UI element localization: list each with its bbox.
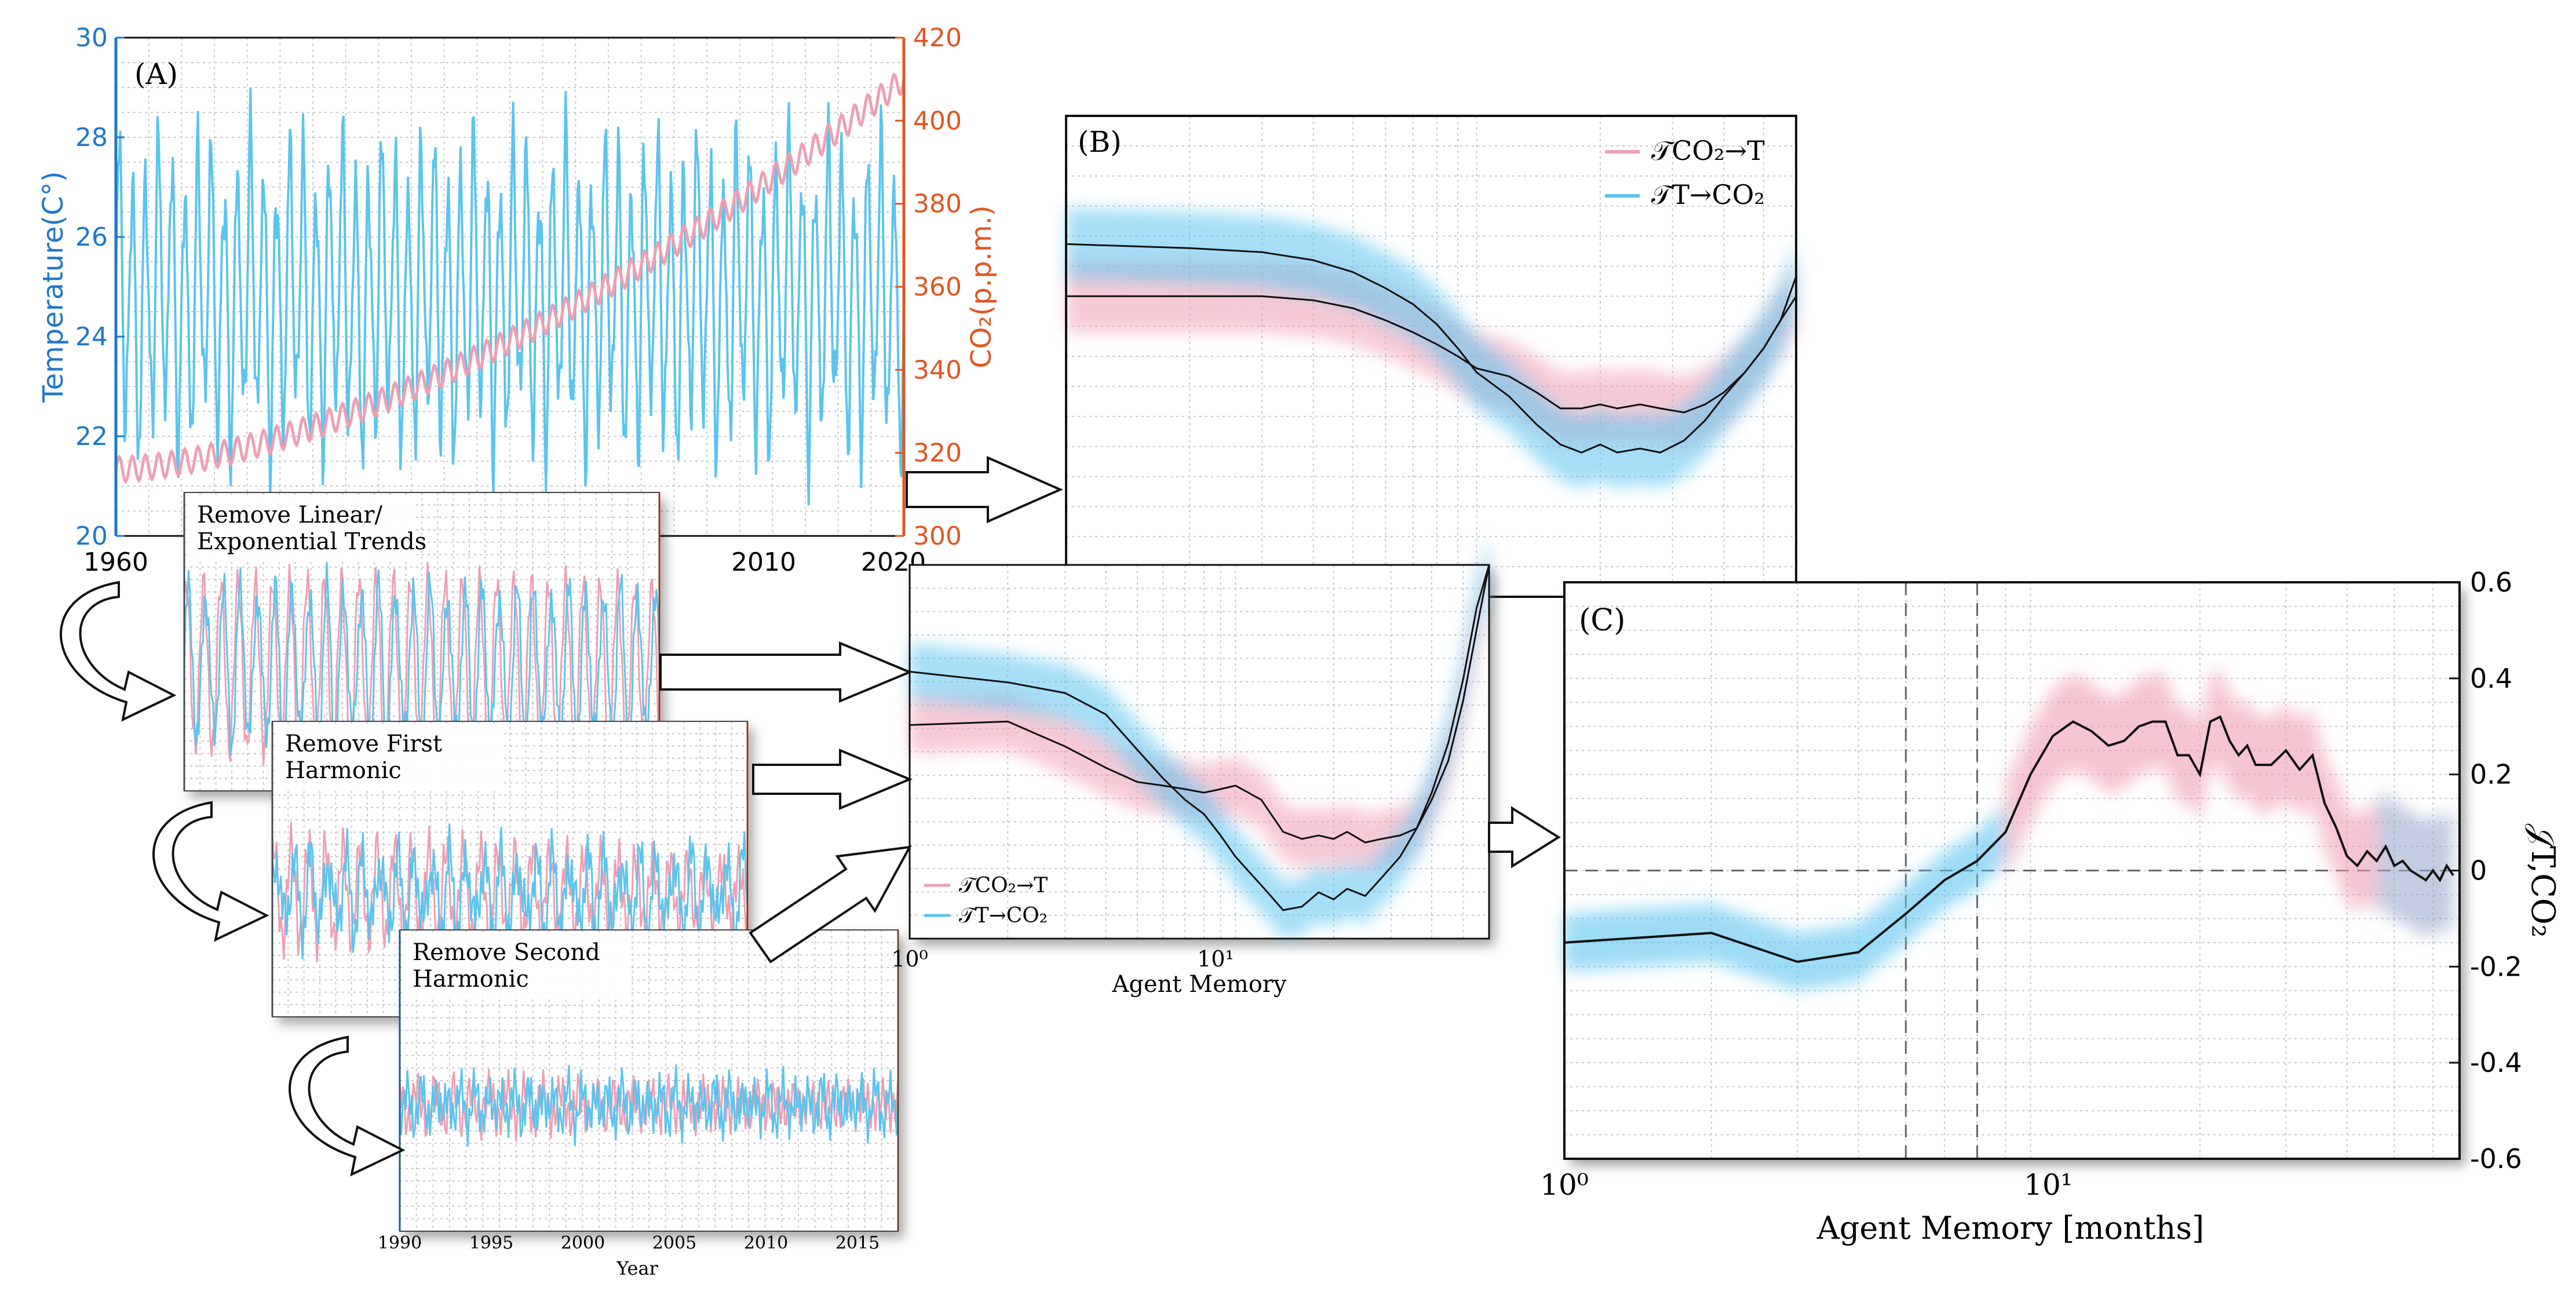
detrend-step-label-bg — [278, 726, 504, 790]
curved-arrow-3 — [289, 1035, 406, 1177]
panel-c-label: (C) — [1579, 603, 1625, 638]
detrend-co2-series — [271, 821, 749, 962]
panel-b-band-t-to-co2 — [1066, 208, 1796, 489]
panel-c-ytick-label: -0.4 — [2470, 1047, 2522, 1078]
panel-a: 20 22 24 26 28 30 300 320 340 360 380 400 420 Tempe… — [37, 23, 998, 577]
panel-c-yticks: 0.6 0.4 0.2 0 -0.2 -0.4 -0.6 — [2449, 567, 2522, 1174]
arrow-step2-to-te — [752, 749, 913, 810]
panel-b: (B) 𝒯CO₂→T 𝒯T→CO₂ — [1065, 115, 1797, 598]
curved-arrow-2 — [152, 801, 269, 942]
panel-b-label: (B) — [1078, 125, 1122, 159]
step3-xtick-2005: 2005 — [652, 1233, 696, 1253]
step3-xlabel: Year — [616, 1257, 658, 1279]
panel-c-ytick-label: 0.2 — [2470, 759, 2512, 790]
detrend-step-label-bg — [190, 497, 416, 561]
panel-a-left-tick-label: 26 — [75, 222, 108, 252]
panel-a-lines — [114, 72, 906, 506]
panel-b-legend-co2-to-t: 𝒯CO₂→T — [1651, 135, 1765, 166]
flow-arrows — [60, 455, 1561, 1177]
panel-a-right-ticks: 300 320 340 360 380 400 420 — [895, 23, 962, 551]
panel-a-left-tick-label: 28 — [75, 123, 108, 152]
panel-b-line-t-to-co2 — [1066, 243, 1797, 454]
detrend-step-label-line2: Harmonic — [285, 757, 402, 784]
panel-a-label: (A) — [134, 57, 178, 91]
panel-b-legend-t-to-co2: 𝒯T→CO₂ — [1651, 179, 1765, 210]
panel-c-ytick-label: 0.4 — [2470, 663, 2512, 694]
panel-b-lines — [1066, 243, 1797, 454]
detrended-te-xtick-1: 10⁰ — [891, 946, 928, 972]
panel-c-ytick-label: 0 — [2470, 855, 2487, 886]
detrend-step-border — [399, 929, 899, 1232]
detrended-te-xtick-10: 10¹ — [1197, 946, 1234, 972]
panel-a-right-tick-label: 380 — [913, 189, 962, 219]
panel-a-right-tick-label: 340 — [913, 355, 962, 385]
panel-a-xtick-1960: 1960 — [83, 548, 148, 577]
panel-b-bands — [1066, 208, 1796, 489]
step3-xtick-1990: 1990 — [378, 1233, 422, 1253]
panel-a-left-ticks: 20 22 24 26 28 30 — [75, 23, 125, 551]
panel-b-legend: 𝒯CO₂→T 𝒯T→CO₂ — [1605, 135, 1765, 210]
arrow-step3-to-te — [749, 845, 912, 964]
arrow-step1-to-te — [659, 641, 913, 703]
panel-a-right-tick-label: 300 — [913, 521, 962, 551]
detrended-te-legend-t-to-co2: 𝒯T→CO₂ — [959, 904, 1048, 928]
detrended-te-line-co2-to-t — [909, 564, 1490, 844]
detrend-co2-series — [183, 561, 661, 769]
arrow-to-panel-b — [906, 455, 1063, 524]
panel-b-line-co2-to-t — [1066, 295, 1797, 414]
detrended-te-lines — [909, 564, 1490, 911]
panel-a-left-tick-label: 22 — [75, 422, 108, 451]
panel-c-xtick-10: 10¹ — [2024, 1168, 2073, 1202]
panel-c-ytick-label: -0.2 — [2470, 951, 2522, 982]
detrend-step-label-bg — [406, 935, 632, 998]
detrended-te-panel: 10⁰ 10¹ Agent Memory 𝒯CO₂→T 𝒯T→CO₂ — [891, 536, 1490, 998]
panel-a-left-tick-label: 20 — [75, 521, 108, 551]
detrend-step-label-line1: Remove Linear/ — [197, 502, 383, 528]
panel-a-right-axis-label: CO₂(p.p.m.) — [965, 205, 998, 368]
arrow-te-to-panel-c — [1488, 806, 1561, 869]
detrend-temperature-series — [399, 1064, 899, 1147]
step3-x-axis: 1990 1995 2000 2005 2010 2015 Year — [378, 1233, 880, 1279]
panel-c-net-line — [1564, 715, 2454, 964]
detrend-steps: Remove Linear/Exponential Trends Remove F… — [183, 492, 899, 1232]
detrend-step-label-line1: Remove Second — [413, 939, 600, 966]
detrended-te-legend-co2-to-t: 𝒯CO₂→T — [959, 874, 1048, 897]
detrended-te-line-t-to-co2 — [909, 564, 1490, 911]
step3-xtick-2015: 2015 — [835, 1233, 880, 1253]
panel-a-right-tick-label: 360 — [913, 272, 962, 302]
panel-c-xlabel: Agent Memory [months] — [1816, 1210, 2204, 1246]
step3-xtick-2000: 2000 — [561, 1233, 605, 1253]
detrend-step-label-line2: Harmonic — [413, 966, 529, 993]
panel-a-left-tick-label: 24 — [75, 322, 108, 352]
panel-a-left-axis-label: Temperature(C°) — [37, 171, 70, 403]
panel-a-left-tick-label: 30 — [75, 23, 108, 53]
curved-arrow-1 — [60, 581, 177, 722]
detrended-te-bands — [910, 536, 1489, 939]
panel-a-right-tick-label: 400 — [913, 106, 962, 136]
panel-c-lines — [1564, 715, 2454, 964]
panel-c-ytick-label: -0.6 — [2470, 1143, 2522, 1174]
panel-c-xtick-1: 10⁰ — [1540, 1168, 1589, 1202]
detrended-te-legend: 𝒯CO₂→T 𝒯T→CO₂ — [924, 874, 1048, 928]
detrended-te-xlabel: Agent Memory — [1111, 971, 1286, 998]
panel-a-right-tick-label: 420 — [913, 23, 962, 53]
detrend-step-label-line1: Remove First — [285, 731, 442, 757]
temperature-series — [115, 88, 905, 506]
panel-c-ytick-label: 0.6 — [2470, 567, 2512, 598]
panel-a-right-tick-label: 320 — [913, 439, 962, 468]
panel-b-grid — [1066, 116, 1797, 597]
co2-series — [114, 72, 906, 484]
step3-xtick-2010: 2010 — [744, 1233, 788, 1253]
panel-c: (C) 0.6 0.4 0.2 0 -0.2 -0.4 -0.6 10⁰ 10¹ Agent… — [1540, 567, 2562, 1246]
step3-xtick-1995: 1995 — [469, 1233, 513, 1253]
panel-c-ylabel: 𝒥T,CO₂ — [2524, 824, 2562, 938]
panel-a-xtick-2010: 2010 — [731, 548, 796, 577]
detrend-step-label-line2: Exponential Trends — [197, 528, 426, 555]
